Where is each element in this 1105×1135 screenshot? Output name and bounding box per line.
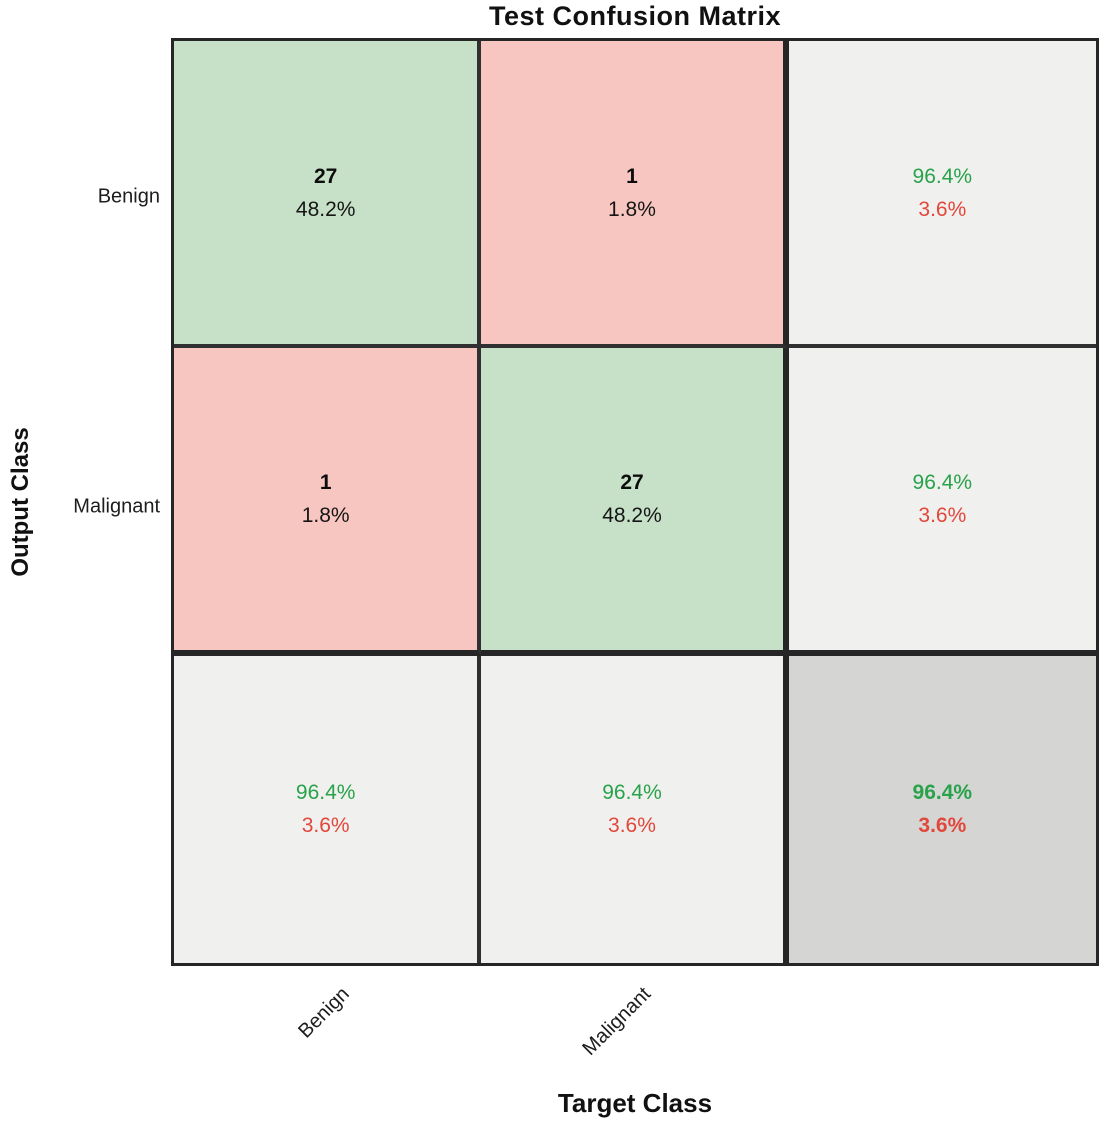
cell-column-summary-malignant: 96.4% 3.6%	[481, 655, 789, 963]
summary-negative-percent: 3.6%	[918, 197, 967, 221]
cell-percent: 48.2%	[602, 503, 662, 527]
x-tick-benign: Benign	[293, 983, 354, 1043]
summary-positive-percent: 96.4%	[602, 781, 662, 805]
summary-positive-percent: 96.4%	[295, 781, 356, 805]
cell-row-summary-malignant: 96.4% 3.6%	[788, 348, 1096, 656]
cell-percent: 48.2%	[295, 197, 356, 221]
cell-output-benign-target-malignant: 1 1.8%	[481, 41, 789, 349]
summary-positive-percent: 96.4%	[912, 164, 973, 188]
cell-count: 1	[626, 164, 638, 188]
y-axis-label: Output Class	[7, 427, 34, 577]
y-tick-malignant: Malignant	[73, 495, 160, 518]
summary-positive-percent: 96.4%	[912, 470, 973, 494]
cell-output-malignant-target-malignant: 27 48.2%	[481, 348, 789, 656]
matrix-grid: 27 48.2% 1 1.8% 96.4% 3.6% 1 1.8% 27 48.…	[171, 38, 1099, 966]
cell-overall-accuracy: 96.4% 3.6%	[788, 655, 1096, 963]
cell-percent: 1.8%	[608, 197, 656, 221]
overall-error-percent: 3.6%	[918, 814, 967, 838]
cell-column-summary-benign: 96.4% 3.6%	[174, 655, 482, 963]
cell-row-summary-benign: 96.4% 3.6%	[788, 41, 1096, 349]
cell-percent: 1.8%	[301, 503, 350, 527]
overall-accuracy-percent: 96.4%	[912, 781, 973, 805]
cell-output-benign-target-benign: 27 48.2%	[174, 41, 482, 349]
cell-count: 27	[313, 164, 338, 188]
summary-negative-percent: 3.6%	[608, 814, 656, 838]
cell-count: 27	[620, 470, 644, 494]
summary-negative-percent: 3.6%	[301, 814, 350, 838]
x-tick-malignant: Malignant	[578, 983, 656, 1060]
cell-output-malignant-target-benign: 1 1.8%	[174, 348, 482, 656]
x-axis-label: Target Class	[557, 1088, 713, 1118]
figure-title: Test Confusion Matrix	[488, 1, 781, 31]
y-tick-benign: Benign	[97, 185, 160, 208]
cell-count: 1	[319, 470, 332, 494]
summary-negative-percent: 3.6%	[918, 503, 967, 527]
